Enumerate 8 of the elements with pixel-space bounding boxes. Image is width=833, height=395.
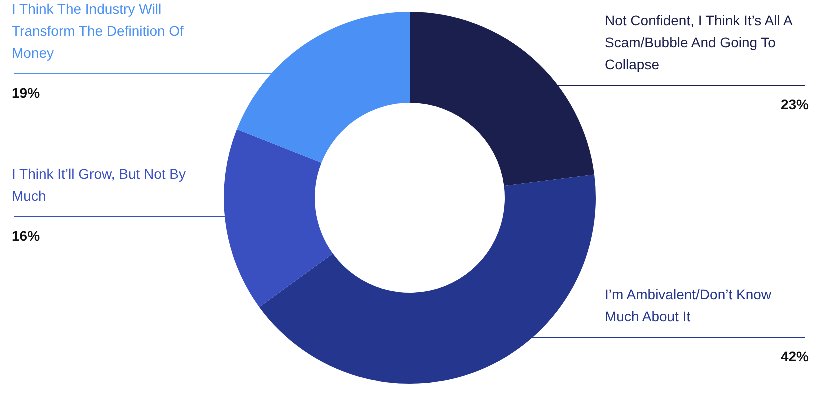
data-label: 16% — [12, 228, 41, 244]
data-label: 42% — [780, 348, 810, 364]
data-label: 23% — [780, 96, 810, 112]
slice-label: I Think It’ll Grow, But Not By Much — [12, 166, 190, 204]
slice-label: I Think The Industry Will Transform The Definition Of Money — [12, 0, 188, 61]
slice-label: Not Confident, I Think It’s All A Scam/Bubble And Going To Collapse — [605, 12, 796, 72]
data-label: 19% — [12, 84, 41, 101]
slice-label: I’m Ambivalent/Don’t Know Much About It — [605, 286, 776, 324]
